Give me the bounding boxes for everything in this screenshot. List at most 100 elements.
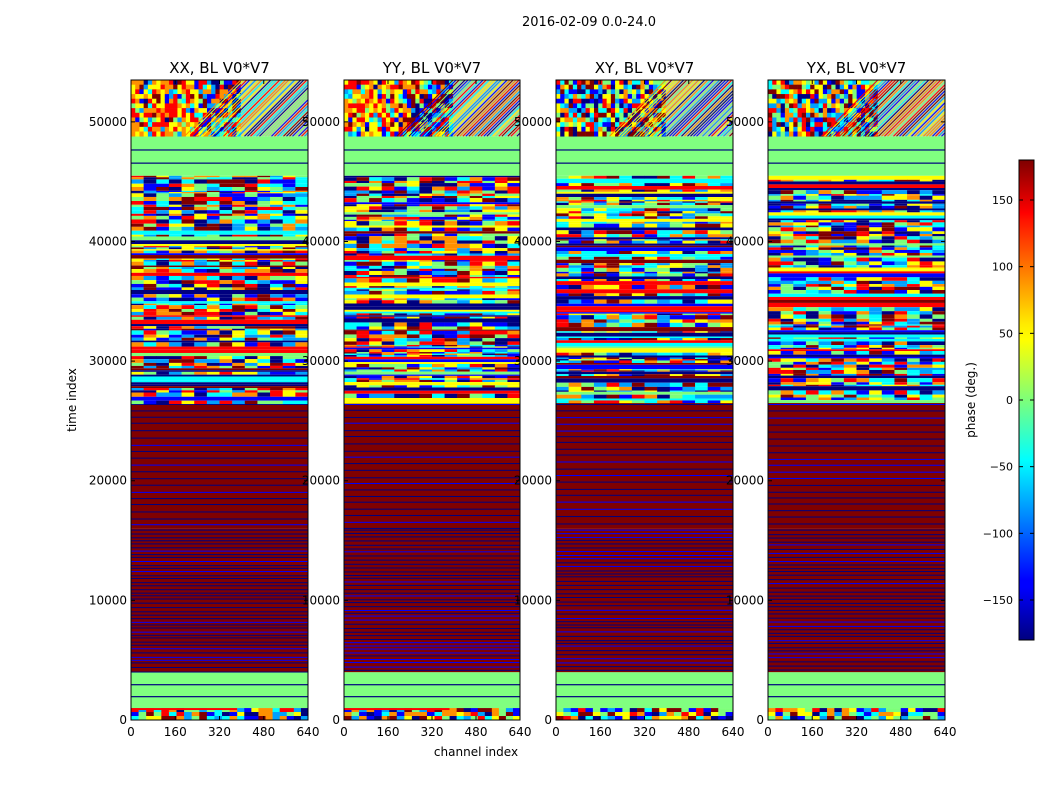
phase-cell bbox=[869, 94, 874, 100]
phase-cell bbox=[482, 216, 496, 220]
phase-cell bbox=[644, 359, 658, 361]
phase-cell bbox=[843, 337, 857, 339]
phase-cell bbox=[568, 313, 582, 316]
phase-cell bbox=[219, 330, 233, 335]
phase-cell bbox=[232, 246, 246, 248]
phase-cell bbox=[295, 280, 308, 284]
phase-cell bbox=[356, 227, 370, 232]
phase-cell bbox=[568, 175, 582, 179]
phase-cell bbox=[606, 386, 620, 391]
phase-cell bbox=[568, 322, 582, 328]
phase-cell bbox=[598, 103, 603, 109]
phase-cell bbox=[360, 80, 366, 85]
flag-line bbox=[344, 409, 520, 411]
phase-cell bbox=[720, 208, 733, 212]
phase-cell bbox=[191, 708, 200, 713]
phase-cell bbox=[644, 223, 658, 228]
phase-cell bbox=[805, 373, 819, 376]
time-stripe bbox=[344, 202, 520, 205]
phase-cell bbox=[482, 195, 496, 199]
phase-cell bbox=[610, 89, 616, 95]
phase-cell bbox=[143, 204, 157, 207]
phase-cell bbox=[878, 716, 887, 720]
phase-cell bbox=[631, 98, 637, 104]
phase-cell bbox=[564, 122, 569, 128]
phase-cell bbox=[507, 379, 520, 383]
phase-cell bbox=[636, 126, 641, 132]
phase-cell bbox=[369, 219, 383, 222]
phase-cell bbox=[619, 223, 633, 228]
phase-cell bbox=[793, 112, 798, 118]
phase-cell bbox=[907, 220, 921, 223]
phase-cell bbox=[568, 331, 582, 333]
phase-cell bbox=[932, 203, 945, 206]
phase-cell bbox=[805, 361, 819, 365]
phase-cell bbox=[568, 273, 582, 277]
time-stripe bbox=[344, 329, 520, 331]
flag-line bbox=[556, 501, 733, 503]
phase-cell bbox=[295, 400, 308, 405]
phase-cell bbox=[373, 117, 378, 123]
phase-cell bbox=[219, 258, 233, 260]
flag-line bbox=[556, 162, 733, 164]
phase-cell bbox=[270, 305, 284, 309]
phase-cell bbox=[494, 349, 508, 353]
phase-cell bbox=[494, 227, 508, 232]
phase-cell bbox=[568, 357, 582, 360]
phase-cell bbox=[244, 213, 258, 216]
phase-cell bbox=[295, 334, 308, 338]
y-tick-label: 10000 bbox=[302, 593, 340, 607]
phase-cell bbox=[444, 193, 458, 196]
phase-cell bbox=[606, 263, 620, 266]
phase-cell bbox=[206, 371, 220, 375]
phase-cell bbox=[419, 112, 425, 118]
phase-cell bbox=[469, 214, 483, 217]
flag-line bbox=[344, 584, 520, 586]
phase-cell bbox=[348, 117, 353, 123]
phase-cell bbox=[143, 94, 149, 100]
phase-cell bbox=[644, 390, 658, 392]
phase-cell bbox=[507, 378, 520, 380]
phase-cell bbox=[631, 89, 637, 95]
phase-cell bbox=[257, 269, 271, 273]
phase-cell bbox=[369, 334, 383, 339]
phase-cell bbox=[381, 369, 395, 372]
flag-line bbox=[556, 555, 733, 557]
phase-cell bbox=[793, 80, 798, 85]
phase-cell bbox=[657, 126, 662, 132]
flag-line bbox=[768, 583, 945, 585]
phase-cell bbox=[131, 342, 144, 347]
phase-cell bbox=[894, 227, 908, 232]
phase-cell bbox=[432, 209, 445, 213]
phase-cell bbox=[860, 80, 866, 85]
phase-cell bbox=[631, 230, 645, 235]
phase-cell bbox=[194, 80, 199, 85]
phase-cell bbox=[444, 94, 450, 100]
phase-cell bbox=[398, 89, 404, 95]
phase-cell bbox=[206, 179, 220, 184]
fringe-line bbox=[429, 80, 487, 137]
phase-cell bbox=[780, 220, 794, 223]
phase-cell bbox=[818, 247, 832, 250]
phase-cell bbox=[657, 374, 671, 377]
phase-cell bbox=[564, 80, 569, 85]
phase-cell bbox=[610, 84, 616, 90]
phase-cell bbox=[344, 379, 357, 383]
phase-cell bbox=[644, 84, 650, 90]
phase-cell bbox=[707, 293, 721, 297]
fringe-line bbox=[190, 80, 248, 137]
phase-cell bbox=[894, 350, 908, 355]
phase-cell bbox=[818, 245, 832, 248]
phase-cell bbox=[444, 198, 458, 203]
phase-cell bbox=[894, 290, 908, 294]
phase-cell bbox=[881, 190, 895, 195]
phase-cell bbox=[720, 299, 733, 304]
phase-cell bbox=[657, 189, 671, 192]
phase-cell bbox=[894, 394, 908, 398]
x-tick-label: 480 bbox=[677, 725, 700, 739]
phase-cell bbox=[801, 112, 807, 118]
phase-cell bbox=[360, 94, 366, 100]
fringe-line bbox=[675, 80, 733, 137]
flag-line bbox=[556, 547, 733, 549]
phase-cell bbox=[444, 243, 458, 249]
